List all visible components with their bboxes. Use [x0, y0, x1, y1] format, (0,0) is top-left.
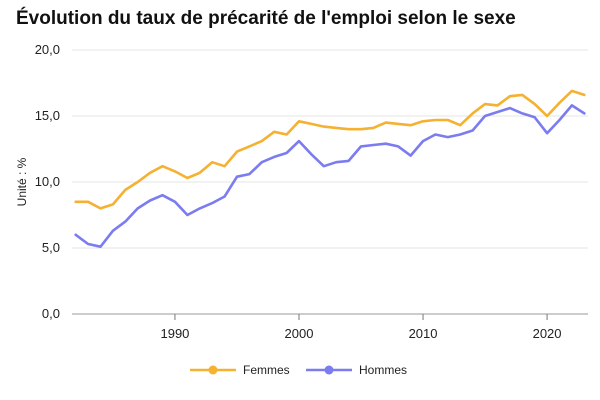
y-tick-label: 10,0 [35, 174, 60, 189]
gridlines [72, 49, 588, 315]
y-axis-label: Unité : % [15, 157, 29, 206]
x-tick-label: 2020 [533, 326, 562, 341]
y-tick-label: 0,0 [42, 306, 60, 321]
legend-swatch-marker [208, 365, 218, 375]
series-lines [74, 89, 586, 248]
legend: Femmes Hommes [190, 363, 407, 377]
series-line-hommes [74, 104, 586, 248]
x-tick-label: 2000 [285, 326, 314, 341]
y-axis-ticks: 0,0 5,0 10,0 15,0 20,0 [35, 42, 60, 321]
x-axis-ticks: 1990 2000 2010 2020 [160, 314, 562, 341]
chart-title: Évolution du taux de précarité de l'empl… [16, 8, 516, 29]
y-tick-label: 20,0 [35, 42, 60, 57]
legend-label: Hommes [359, 363, 407, 377]
legend-swatch-marker [324, 365, 334, 375]
x-tick-label: 2010 [409, 326, 438, 341]
y-tick-label: 5,0 [42, 240, 60, 255]
legend-label: Femmes [243, 363, 290, 377]
series-line-femmes [74, 89, 586, 210]
x-tick-label: 1990 [160, 326, 189, 341]
y-tick-label: 15,0 [35, 108, 60, 123]
